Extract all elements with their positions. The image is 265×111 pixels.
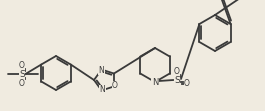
Text: S: S	[19, 69, 25, 78]
Text: O: O	[19, 78, 25, 87]
Text: N: N	[100, 85, 105, 94]
Text: O: O	[184, 78, 190, 87]
Text: N: N	[99, 66, 104, 75]
Text: O: O	[174, 66, 180, 75]
Text: N: N	[152, 77, 158, 86]
Text: O: O	[19, 60, 25, 69]
Text: O: O	[112, 81, 118, 90]
Text: S: S	[174, 75, 180, 84]
